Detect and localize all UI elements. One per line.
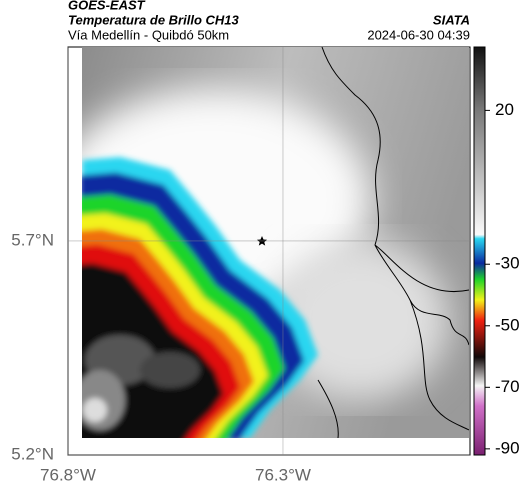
lat-tick-label: 5.7°N: [11, 230, 54, 249]
place: Vía Medellín - Quibdó 50km: [68, 27, 229, 42]
colorbar-tick-label: -90: [495, 438, 520, 457]
lon-tick-label: 76.8°W: [40, 465, 96, 484]
colorbar-tick-label: -50: [495, 315, 520, 334]
datetime: 2024-06-30 04:39: [367, 27, 470, 42]
cloud-core: [140, 352, 200, 388]
subtitle: Temperatura de Brillo CH13: [68, 12, 240, 27]
title: GOES-EAST: [68, 0, 146, 12]
colorbar-tick-label: 20: [495, 100, 514, 119]
map-image: [82, 47, 469, 438]
lon-tick-label: 76.3°W: [255, 465, 311, 484]
colorbar-tick-label: -70: [495, 377, 520, 396]
source: SIATA: [433, 12, 470, 27]
colorbar-tick-label: -30: [495, 254, 520, 273]
cloud-core: [83, 398, 107, 422]
colorbar: [473, 46, 486, 456]
lat-tick-label: 5.2°N: [11, 444, 54, 463]
